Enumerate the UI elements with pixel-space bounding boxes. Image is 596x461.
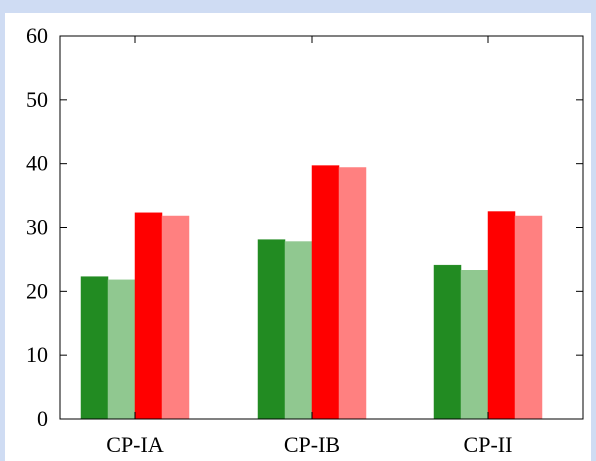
bar-cp-ia-series-3 [134,212,163,420]
y-tick-label: 40 [26,151,48,176]
bar-cp-ib-series-2 [284,241,313,420]
y-tick-label: 10 [26,342,48,367]
x-category-label: CP-IA [106,432,164,457]
y-tick-label: 50 [26,87,48,112]
bar-cp-ii-series-1 [433,264,462,420]
bar-cp-ia-series-4 [161,215,190,420]
bar-cp-ib-series-3 [311,165,340,420]
bar-cp-ib-series-1 [257,239,286,420]
x-category-label: CP-IB [284,432,340,457]
y-tick-label: 30 [26,215,48,240]
bar-cp-ib-series-4 [338,167,367,420]
y-tick-label: 0 [37,406,48,431]
bar-cp-ia-series-2 [107,279,136,420]
ticks-group [60,35,583,420]
y-tick-label: 20 [26,278,48,303]
labels-group: 0 10 20 30 40 50 60 CP-IA CP-IB CP-II [26,23,512,457]
bar-cp-ii-series-4 [514,215,543,420]
bars-group [80,165,543,420]
x-category-label: CP-II [464,432,513,457]
plot-frame [59,35,584,420]
bar-cp-ii-series-2 [460,270,489,420]
y-tick-label: 60 [26,23,48,48]
bar-cp-ii-series-3 [487,211,516,420]
bar-cp-ia-series-1 [80,276,109,420]
